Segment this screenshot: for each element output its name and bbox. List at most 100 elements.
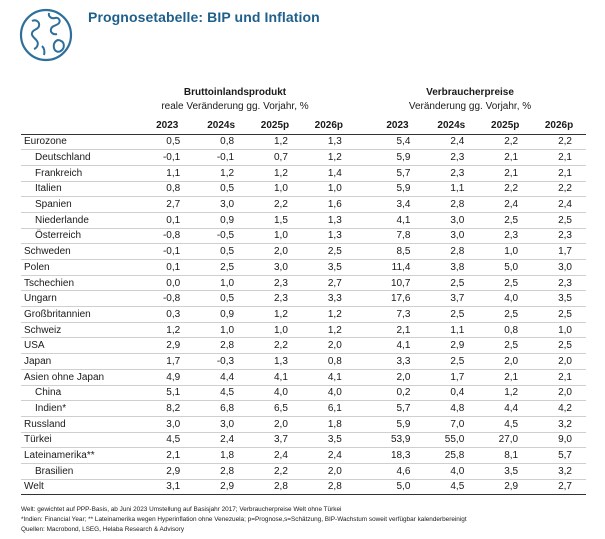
cell-bip: 3,0 — [274, 261, 288, 273]
row-label: Russland — [24, 418, 66, 430]
cell-cpi: 2,0 — [558, 387, 572, 399]
column-gap — [356, 165, 371, 181]
cell-bip: 2,5 — [220, 261, 235, 273]
cell-cpi: 4,5 — [504, 418, 519, 430]
cell-cpi: 5,7 — [558, 450, 572, 462]
cell-cpi: 2,0 — [504, 355, 519, 367]
cell-bip: 0,3 — [166, 308, 181, 320]
cell-cpi: 2,5 — [504, 308, 519, 320]
table-row: Türkei 4,5 2,4 3,7 3,5 53,9 55,0 27,0 9,0 — [21, 432, 586, 448]
cell-cpi: 3,5 — [504, 465, 519, 477]
row-label: Österreich — [35, 230, 82, 242]
cell-bip: 0,5 — [220, 246, 235, 258]
cell-cpi: 2,5 — [504, 340, 519, 352]
cell-cpi: 7,3 — [396, 308, 411, 320]
footnotes: Welt: gewichtet auf PPP-Basis, ab Juni 2… — [21, 505, 596, 534]
cell-cpi: 2,5 — [504, 277, 519, 289]
cell-bip: 1,7 — [166, 355, 181, 367]
cell-cpi: 5,7 — [396, 403, 411, 415]
cell-cpi: 2,3 — [504, 230, 519, 242]
cell-bip: 1,3 — [327, 230, 342, 242]
cell-bip: 2,0 — [327, 340, 342, 352]
cell-bip: 0,8 — [220, 136, 235, 148]
table-row: Asien ohne Japan 4,9 4,4 4,1 4,1 2,0 1,7 2,1 2,1 — [21, 369, 586, 385]
cell-cpi: 2,2 — [504, 183, 519, 195]
column-header: 2026p — [301, 118, 356, 135]
row-label: Tschechien — [24, 277, 75, 289]
cell-bip: 1,3 — [327, 136, 342, 148]
cell-cpi: 3,2 — [558, 418, 572, 430]
cell-bip: 0,7 — [274, 152, 288, 164]
column-gap — [356, 432, 371, 448]
column-header: 2023 — [370, 118, 425, 135]
cell-bip: 1,0 — [327, 183, 342, 195]
cell-cpi: 5,0 — [396, 481, 411, 493]
cell-bip: 2,9 — [220, 481, 235, 493]
forecast-table: 2023 2024s 2025p 2026p 2023 2024s 2025p … — [21, 118, 586, 495]
header: Prognosetabelle: BIP und Inflation — [18, 7, 598, 67]
column-header: 2023 — [140, 118, 195, 135]
cell-cpi: 3,0 — [450, 230, 465, 242]
column-header: 2024s — [424, 118, 479, 135]
column-gap — [356, 369, 371, 385]
cell-bip: 0,8 — [166, 183, 181, 195]
column-header-row: 2023 2024s 2025p 2026p 2023 2024s 2025p … — [21, 118, 586, 135]
group-header-cpi: Verbraucherpreise Veränderung gg. Vorjah… — [380, 86, 560, 114]
cell-cpi: 2,1 — [396, 324, 411, 336]
cell-cpi: 1,1 — [450, 183, 465, 195]
cell-cpi: 53,9 — [390, 434, 411, 446]
cell-bip: 1,0 — [274, 230, 288, 242]
row-label: Italien — [35, 183, 62, 195]
column-gap — [356, 448, 371, 464]
cell-cpi: 2,5 — [504, 214, 519, 226]
table-row: Japan 1,7 -0,3 1,3 0,8 3,3 2,5 2,0 2,0 — [21, 354, 586, 370]
cell-cpi: 1,1 — [450, 324, 465, 336]
column-gap — [356, 134, 371, 150]
row-label: Spanien — [35, 199, 72, 211]
cell-cpi: 9,0 — [558, 434, 572, 446]
cell-cpi: 2,5 — [558, 214, 572, 226]
table-row: Russland 3,0 3,0 2,0 1,8 5,9 7,0 4,5 3,2 — [21, 416, 586, 433]
column-gap — [356, 307, 371, 323]
row-label: Niederlande — [35, 214, 89, 226]
cell-cpi: 4,8 — [450, 403, 465, 415]
table-row: Italien 0,8 0,5 1,0 1,0 5,9 1,1 2,2 2,2 — [21, 181, 586, 197]
cell-cpi: 2,5 — [450, 308, 465, 320]
cell-bip: 1,2 — [166, 324, 181, 336]
cell-bip: 2,8 — [327, 481, 342, 493]
cell-bip: 2,4 — [327, 450, 342, 462]
cell-cpi: 2,4 — [558, 199, 572, 211]
column-gap — [356, 322, 371, 338]
cell-bip: 6,1 — [327, 403, 342, 415]
cell-bip: 3,0 — [220, 418, 235, 430]
cell-cpi: 4,6 — [396, 465, 411, 477]
cell-bip: 4,1 — [274, 371, 288, 383]
cell-bip: 4,5 — [220, 387, 235, 399]
cell-bip: -0,5 — [216, 230, 235, 242]
column-header: 2025p — [248, 118, 302, 135]
row-label: Japan — [24, 355, 52, 367]
table-row: Schweiz 1,2 1,0 1,0 1,2 2,1 1,1 0,8 1,0 — [21, 322, 586, 338]
cell-bip: 2,8 — [220, 340, 235, 352]
cell-cpi: 5,7 — [396, 167, 411, 179]
cell-cpi: 3,0 — [450, 214, 465, 226]
table-row: Indien* 8,2 6,8 6,5 6,1 5,7 4,8 4,4 4,2 — [21, 401, 586, 417]
cell-cpi: 4,2 — [558, 403, 572, 415]
cell-bip: 0,9 — [220, 308, 235, 320]
cell-cpi: 2,1 — [558, 371, 572, 383]
cell-bip: 3,1 — [166, 481, 181, 493]
row-label: Großbritannien — [24, 308, 91, 320]
cell-bip: 3,3 — [327, 293, 342, 305]
cell-cpi: 5,0 — [504, 261, 519, 273]
cell-cpi: 2,9 — [450, 340, 465, 352]
cell-bip: 0,5 — [166, 136, 181, 148]
column-gap — [356, 181, 371, 197]
cell-bip: 4,5 — [166, 434, 181, 446]
cell-cpi: 2,3 — [450, 152, 465, 164]
row-label: Schweden — [24, 246, 71, 258]
cell-bip: 1,2 — [274, 136, 288, 148]
cell-bip: 1,0 — [274, 183, 288, 195]
cell-bip: 0,8 — [327, 355, 342, 367]
cell-bip: 4,0 — [274, 387, 288, 399]
cell-cpi: 2,1 — [504, 371, 519, 383]
